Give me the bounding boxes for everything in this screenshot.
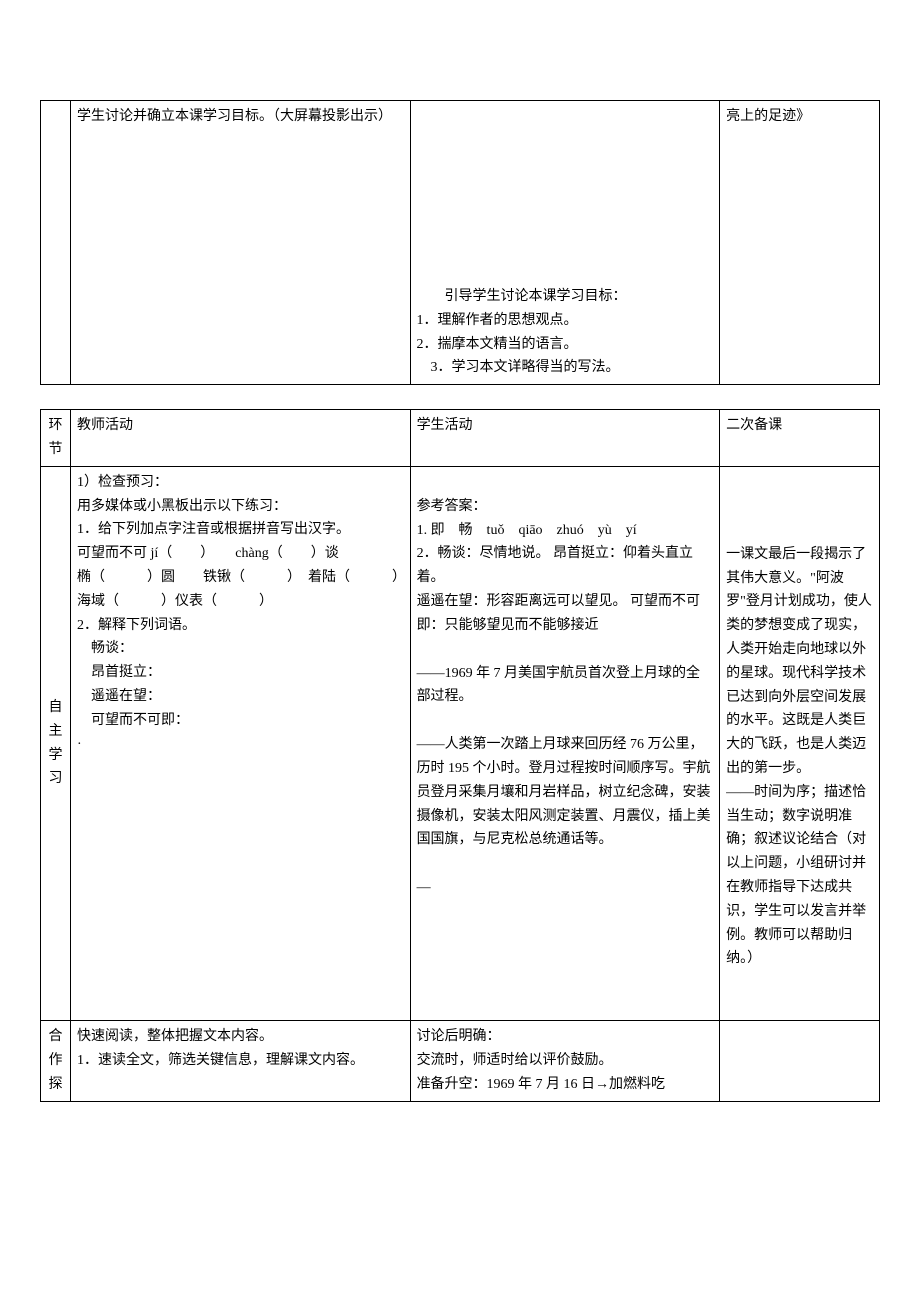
header-note: 二次备课 bbox=[720, 410, 880, 467]
self-note: 一课文最后一段揭示了其伟大意义。"阿波罗"登月计划成功，使人类的梦想变成了现实，… bbox=[720, 466, 880, 1021]
page-root: 学生讨论并确立本课学习目标。（大屏幕投影出示） 引导学生讨论本课学习目标： 1．… bbox=[0, 0, 920, 1302]
student-item-1: 1．理解作者的思想观点。 bbox=[417, 309, 714, 333]
student-lead: 引导学生讨论本课学习目标： bbox=[417, 285, 714, 309]
student-cell: 引导学生讨论本课学习目标： 1．理解作者的思想观点。 2．揣摩本文精当的语言。 … bbox=[410, 101, 720, 385]
t-line: 快速阅读，整体把握文本内容。 bbox=[77, 1025, 404, 1049]
teacher-cell: 学生讨论并确立本课学习目标。（大屏幕投影出示） bbox=[70, 101, 410, 385]
self-teacher: 1）检查预习： 用多媒体或小黑板出示以下练习： 1．给下列加点字注音或根据拼音写… bbox=[70, 466, 410, 1021]
header-student: 学生活动 bbox=[410, 410, 720, 467]
coop-teacher: 快速阅读，整体把握文本内容。 1．速读全文，筛选关键信息，理解课文内容。 bbox=[70, 1021, 410, 1101]
s-line: 2．畅谈：尽情地说。 昂首挺立：仰着头直立着。 bbox=[417, 542, 714, 590]
self-study-row: 自主学习 1）检查预习： 用多媒体或小黑板出示以下练习： 1．给下列加点字注音或… bbox=[41, 466, 880, 1021]
header-stage: 环节 bbox=[41, 410, 71, 467]
coop-stage: 合作探 bbox=[41, 1021, 71, 1101]
s-line: 讨论后明确： bbox=[417, 1025, 714, 1049]
s-line: 准备升空：1969 年 7 月 16 日→加燃料吃 bbox=[417, 1073, 714, 1097]
spacer bbox=[77, 756, 404, 1016]
spacer bbox=[726, 471, 873, 543]
s-line: ——人类第一次踏上月球来回历经 76 万公里，历时 195 个小时。登月过程按时… bbox=[417, 733, 714, 852]
t-line: 椭（ ）圆 铁锹（ ） 着陆（ ） 海域（ ）仪表（ ） bbox=[77, 566, 404, 614]
s-line: 参考答案： bbox=[417, 495, 714, 519]
s-line: 交流时，师适时给以评价鼓励。 bbox=[417, 1049, 714, 1073]
table1-row: 学生讨论并确立本课学习目标。（大屏幕投影出示） 引导学生讨论本课学习目标： 1．… bbox=[41, 101, 880, 385]
s-line: 1. 即 畅 tuǒ qiāo zhuó yù yí bbox=[417, 519, 714, 543]
note-cell: 亮上的足迹》 bbox=[720, 101, 880, 385]
table-continuation: 学生讨论并确立本课学习目标。（大屏幕投影出示） 引导学生讨论本课学习目标： 1．… bbox=[40, 100, 880, 385]
spacer bbox=[417, 852, 714, 876]
t-line: 2．解释下列词语。 bbox=[77, 614, 404, 638]
t-line: 用多媒体或小黑板出示以下练习： bbox=[77, 495, 404, 519]
student-item-2: 2．揣摩本文精当的语言。 bbox=[417, 333, 714, 357]
t-line: 遥遥在望： bbox=[77, 685, 404, 709]
header-row: 环节 教师活动 学生活动 二次备课 bbox=[41, 410, 880, 467]
n-line: 一课文最后一段揭示了其伟大意义。"阿波罗"登月计划成功，使人类的梦想变成了现实，… bbox=[726, 543, 873, 781]
student-item-3: 3．学习本文详略得当的写法。 bbox=[417, 356, 714, 380]
spacer bbox=[417, 709, 714, 733]
spacer bbox=[417, 105, 714, 285]
t-line: 昂首挺立： bbox=[77, 661, 404, 685]
teacher-text: 学生讨论并确立本课学习目标。（大屏幕投影出示） bbox=[77, 105, 404, 129]
t-line: 畅谈： bbox=[77, 637, 404, 661]
t-line: · bbox=[77, 733, 404, 757]
self-stage: 自主学习 bbox=[41, 466, 71, 1021]
self-student: 参考答案： 1. 即 畅 tuǒ qiāo zhuó yù yí 2．畅谈：尽情… bbox=[410, 466, 720, 1021]
n-line: ——时间为序；描述恰当生动；数字说明准确；叙述议论结合（对以上问题，小组研讨并在… bbox=[726, 781, 873, 971]
spacer bbox=[417, 471, 714, 495]
header-teacher: 教师活动 bbox=[70, 410, 410, 467]
t-line: 可望而不可 jí（ ） chàng（ ）谈 bbox=[77, 542, 404, 566]
coop-note bbox=[720, 1021, 880, 1101]
t-line: 1．速读全文，筛选关键信息，理解课文内容。 bbox=[77, 1049, 404, 1073]
s-line: — bbox=[417, 876, 714, 900]
t-line: 1）检查预习： bbox=[77, 471, 404, 495]
table-main: 环节 教师活动 学生活动 二次备课 自主学习 1）检查预习： 用多媒体或小黑板出… bbox=[40, 409, 880, 1102]
s-line: 遥遥在望：形容距离远可以望见。 可望而不可即：只能够望见而不能够接近 bbox=[417, 590, 714, 638]
t-line: 可望而不可即： bbox=[77, 709, 404, 733]
t-line: 1．给下列加点字注音或根据拼音写出汉字。 bbox=[77, 518, 404, 542]
coop-row: 合作探 快速阅读，整体把握文本内容。 1．速读全文，筛选关键信息，理解课文内容。… bbox=[41, 1021, 880, 1101]
s-line: ——1969 年 7 月美国宇航员首次登上月球的全部过程。 bbox=[417, 662, 714, 710]
coop-student: 讨论后明确： 交流时，师适时给以评价鼓励。 准备升空：1969 年 7 月 16… bbox=[410, 1021, 720, 1101]
stage-cell bbox=[41, 101, 71, 385]
spacer bbox=[417, 638, 714, 662]
